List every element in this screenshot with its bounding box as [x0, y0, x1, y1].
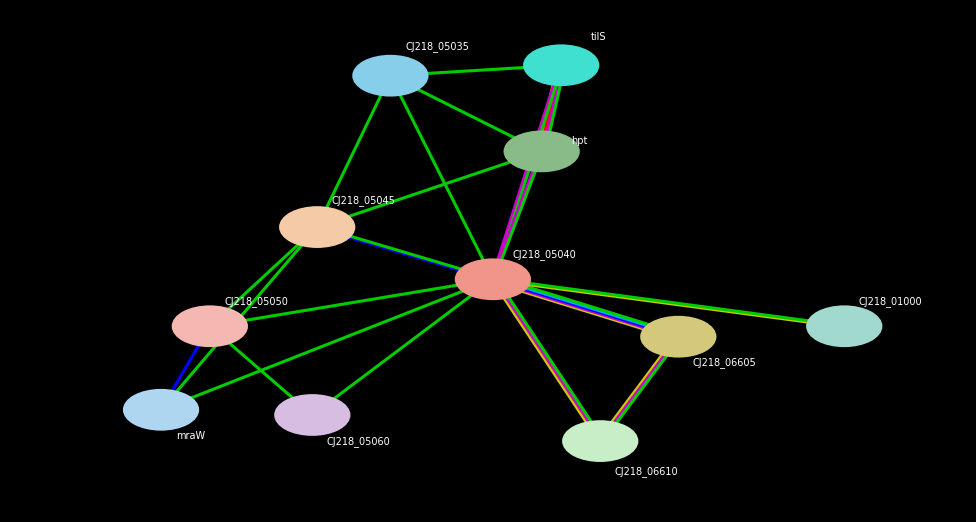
Circle shape — [807, 306, 881, 346]
Circle shape — [456, 259, 530, 299]
Text: CJ218_05045: CJ218_05045 — [332, 196, 395, 206]
Text: tilS: tilS — [590, 31, 606, 42]
Text: mraW: mraW — [176, 431, 205, 441]
Text: CJ218_06610: CJ218_06610 — [615, 466, 678, 477]
Text: CJ218_05040: CJ218_05040 — [512, 249, 576, 259]
Text: CJ218_01000: CJ218_01000 — [859, 296, 922, 306]
Circle shape — [641, 317, 715, 357]
Circle shape — [353, 56, 427, 96]
Circle shape — [524, 45, 598, 85]
Circle shape — [124, 390, 198, 430]
Circle shape — [280, 207, 354, 247]
Text: CJ218_05050: CJ218_05050 — [224, 296, 288, 306]
Text: CJ218_06605: CJ218_06605 — [693, 358, 756, 368]
Circle shape — [275, 395, 349, 435]
Text: hpt: hpt — [571, 136, 588, 146]
Text: CJ218_05035: CJ218_05035 — [405, 42, 468, 52]
Circle shape — [563, 421, 637, 461]
Circle shape — [173, 306, 247, 346]
Circle shape — [505, 132, 579, 171]
Text: CJ218_05060: CJ218_05060 — [327, 436, 390, 446]
